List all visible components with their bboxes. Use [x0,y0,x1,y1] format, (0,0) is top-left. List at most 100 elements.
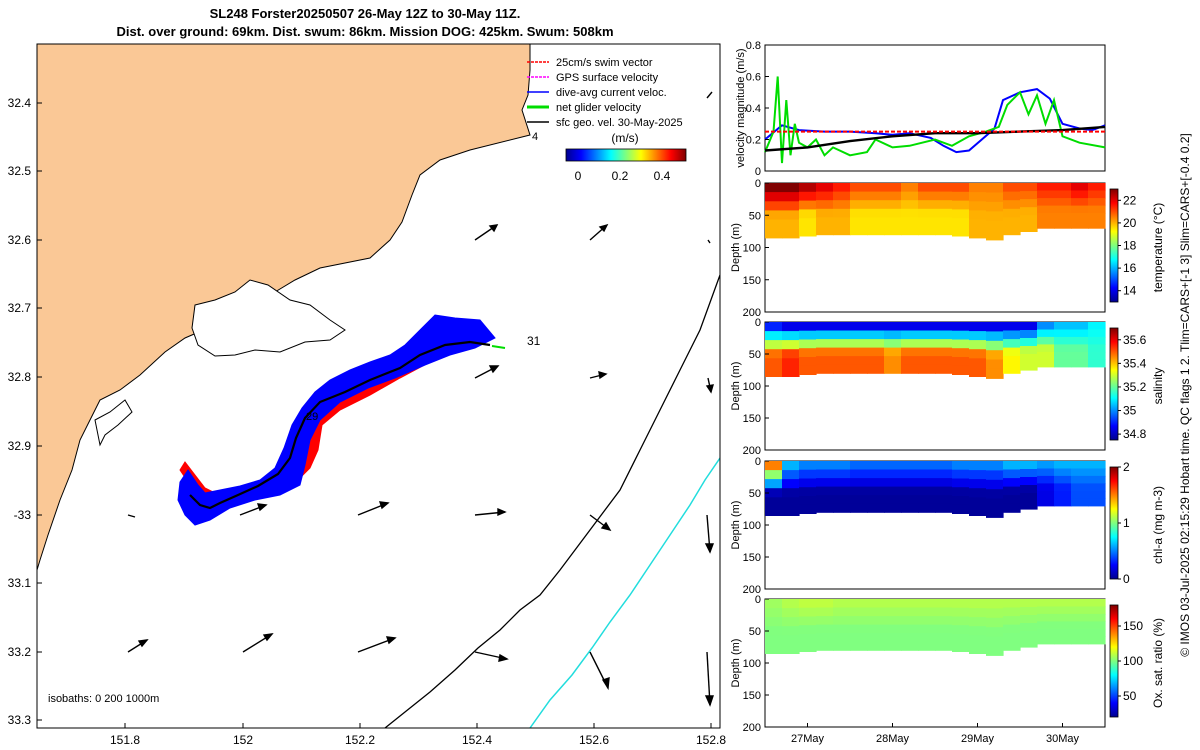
map-legend: 25cm/s swim vector GPS surface velocity … [527,57,683,129]
section-cell [935,347,953,357]
section-cell [833,495,851,505]
section-cell [986,608,1004,619]
section-colorbar [1109,188,1119,303]
section-cell [969,470,987,480]
section-cell [969,358,987,368]
section-cell [1088,490,1106,499]
title-line-1: SL248 Forster20250507 26-May 12Z to 30-M… [209,6,521,21]
section-cell [1037,483,1055,492]
section-cell [969,635,987,645]
geo-arrow-head [704,543,715,554]
map-lat-tick-label: 33.3 [8,713,32,727]
section-cell [765,608,783,618]
section-cell [986,479,1004,490]
section-cell [799,227,817,237]
map-estuary [191,279,346,357]
geo-arrow-head [598,223,609,233]
section-cell [1071,599,1089,608]
section-cell [765,192,783,202]
section-cell [799,487,817,497]
section-cell [884,461,902,471]
section-cell [799,469,817,479]
section-cell [1088,468,1106,477]
section-xtick-label: 28May [876,733,910,745]
section-cell [816,607,834,617]
map-lon-tick-label: 151.8 [110,733,140,747]
section-cell [935,607,953,617]
section-cell [1088,190,1106,199]
section-cell [969,479,987,489]
section-cell [884,478,902,488]
section-cell [1071,351,1089,360]
section-cell [867,322,885,332]
map-lat-tick-label: 32.9 [8,439,32,453]
section-colorbar-tick-label: 14 [1123,284,1137,298]
section-xtick-label: 27May [791,733,825,745]
section-cell [901,322,919,332]
section-cell [1037,468,1055,477]
section-cell [765,322,783,332]
section-cell [884,641,902,651]
section-colorbar-label: temperature (°C) [1151,203,1165,293]
section-cell [1071,498,1089,507]
section-cell [867,356,885,366]
section-cell [782,461,800,471]
section-colorbar-tick-label: 35.4 [1123,356,1147,370]
geo-arrow-head [498,653,509,662]
section-colorbar-label: Ox. sat. ratio (%) [1151,618,1165,708]
section-cell [1020,485,1038,494]
section-cell [1003,339,1021,349]
section-cell [850,191,868,201]
section-cell [986,359,1004,370]
section-cell [867,607,885,617]
section-ytick-label: 100 [743,658,761,670]
section-cell [935,183,953,193]
section-cell [1088,220,1106,229]
section-cell [884,208,902,218]
isobath-200 [384,274,720,728]
section-cell [1088,483,1106,492]
section-cell [782,488,800,498]
section-cell [765,635,783,645]
section-cell [1020,207,1038,216]
section-cell [867,478,885,488]
net-velocity-mark [491,345,506,349]
section-ytick-label: 50 [749,210,761,222]
section-cell [850,461,868,471]
geo-arrow-head [378,501,390,510]
map-colorbar-tick: 0.4 [654,169,671,183]
section-cell [799,599,817,609]
section-cell [816,461,834,471]
section-cell [833,191,851,201]
section-cell [884,347,902,357]
section-cell [1071,468,1089,477]
section-cell [1088,606,1106,615]
section-ylabel: Depth (m) [730,639,742,688]
section-ytick-label: 100 [743,381,761,393]
section-cell [918,624,936,634]
map-panel: 31 29 4 32.432.532.632.732.832.9-3333.13… [8,43,726,747]
map-lat-tick-label: 32.6 [8,233,32,247]
section-cell [969,228,987,239]
section-ytick-label: 0 [755,456,761,468]
section-cell [1037,344,1055,353]
section-cell [833,633,851,643]
section-cell [782,479,800,489]
section-cell [833,330,851,340]
section-cell [1037,205,1055,214]
section-cell [969,599,987,609]
section-cell [816,217,834,227]
section-cell [1071,336,1089,345]
velocity-ytick-label: 0.6 [746,72,761,84]
section-cell [952,218,970,228]
section-colorbar [1109,466,1119,580]
section-cell [986,461,1004,471]
section-cell [1020,338,1038,347]
section-cell [799,625,817,635]
section-cell [1054,475,1072,484]
section-cell [986,627,1004,638]
section-ytick-label: 0 [755,317,761,329]
section-cell [1071,220,1089,229]
section-cell [765,367,783,377]
section-cell [1088,461,1106,470]
